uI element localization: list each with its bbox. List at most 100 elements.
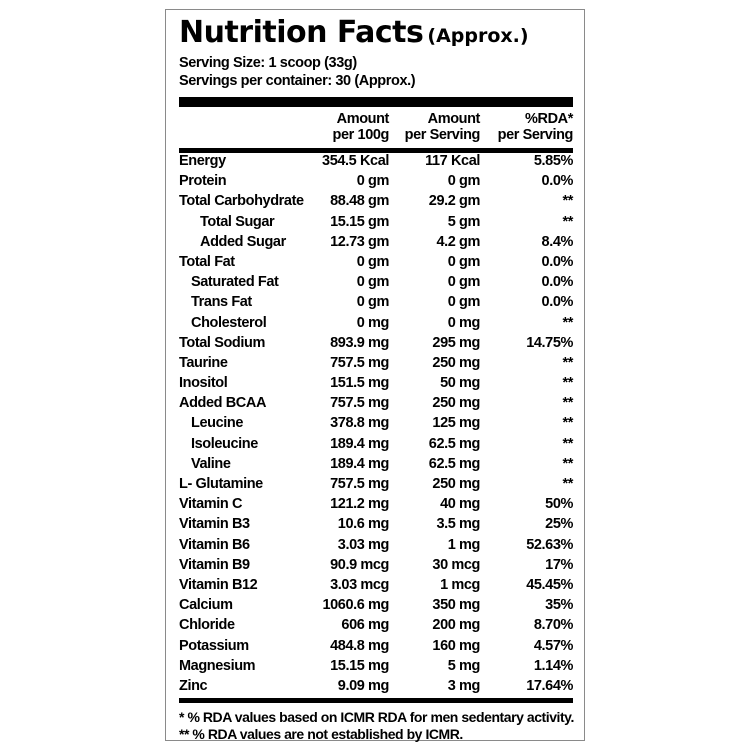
rda-per-serving: 35% <box>545 597 573 614</box>
amount-per-serving: 200 mg <box>432 617 480 634</box>
table-row: Zinc 9.09 mg 3 mg 17.64% <box>179 676 573 696</box>
nutrient-name: Saturated Fat <box>191 274 279 291</box>
nutrient-name: Cholesterol <box>191 314 267 331</box>
amount-per-100g: 10.6 mg <box>337 516 390 533</box>
table-row: Leucine 378.8 mg 125 mg ** <box>179 413 573 433</box>
footnote-2: ** % RDA values are not established by I… <box>179 726 463 742</box>
amount-per-100g: 189.4 mg <box>330 455 389 472</box>
table-row: Total Sodium 893.9 mg 295 mg 14.75% <box>179 333 573 353</box>
table-row: Vitamin B6 3.03 mg 1 mg 52.63% <box>179 535 573 555</box>
nutrient-name: L- Glutamine <box>179 476 263 492</box>
amount-per-serving: 0 gm <box>447 253 481 270</box>
amount-per-serving: 30 mcg <box>432 556 480 573</box>
table-row: Valine 189.4 mg 62.5 mg ** <box>179 454 573 474</box>
rda-per-serving: ** <box>562 193 574 210</box>
amount-per-serving: 125 mg <box>432 415 480 432</box>
nutrient-table: Energy 354.5 Kcal 117 Kcal 5.85% Protein 0 gm… <box>179 151 573 696</box>
nutrient-name: Potassium <box>179 637 249 654</box>
rda-per-serving: ** <box>562 375 574 392</box>
table-row: Total Carbohydrate 88.48 gm 29.2 gm ** <box>179 191 573 211</box>
table-row: Calcium 1060.6 mg 350 mg 35% <box>179 595 573 615</box>
nutrient-name: Vitamin C <box>179 496 243 513</box>
amount-per-100g: 0 gm <box>356 294 390 311</box>
table-row: Added Sugar 12.73 gm 4.2 gm 8.4% <box>179 232 573 252</box>
amount-per-serving: 40 mg <box>440 496 480 513</box>
nutrient-name: Total Fat <box>179 253 235 270</box>
footnote-1: * % RDA values based on ICMR RDA for men… <box>179 709 574 725</box>
divider-medium <box>179 148 573 153</box>
table-row: Vitamin B3 10.6 mg 3.5 mg 25% <box>179 514 573 534</box>
nutrient-name: Isoleucine <box>191 435 258 452</box>
title-sub: (Approx.) <box>427 25 529 47</box>
amount-per-serving: 0 gm <box>447 294 481 311</box>
rda-per-serving: 50% <box>545 496 573 513</box>
amount-per-100g: 893.9 mg <box>330 334 389 351</box>
amount-per-serving: 160 mg <box>432 637 480 654</box>
nutrient-name: Total Sugar <box>200 213 275 230</box>
amount-per-serving: 295 mg <box>432 334 480 351</box>
amount-per-100g: 354.5 Kcal <box>322 153 389 169</box>
amount-per-100g: 0 mg <box>356 314 390 331</box>
nutrient-name: Zinc <box>179 677 208 694</box>
nutrient-name: Vitamin B12 <box>179 576 258 593</box>
amount-per-100g: 757.5 mg <box>330 354 389 371</box>
nutrient-name: Calcium <box>179 597 233 614</box>
table-row: Vitamin C 121.2 mg 40 mg 50% <box>179 494 573 514</box>
rda-per-serving: 17.64% <box>526 677 573 694</box>
header-per-100g-line1: Amount <box>336 111 390 127</box>
amount-per-100g: 3.03 mcg <box>330 576 389 593</box>
rda-per-serving: 5.85% <box>533 153 574 169</box>
rda-per-serving: ** <box>562 415 574 432</box>
amount-per-serving: 0 mg <box>447 314 481 331</box>
amount-per-100g: 3.03 mg <box>337 536 390 553</box>
divider-bottom <box>179 698 573 703</box>
table-row: Inositol 151.5 mg 50 mg ** <box>179 373 573 393</box>
table-row: Isoleucine 189.4 mg 62.5 mg ** <box>179 434 573 454</box>
amount-per-serving: 250 mg <box>432 354 480 371</box>
table-row: Vitamin B9 90.9 mcg 30 mcg 17% <box>179 555 573 575</box>
rda-per-serving: 4.57% <box>533 637 574 654</box>
nutrient-name: Taurine <box>179 354 228 371</box>
rda-per-serving: 8.70% <box>533 617 574 634</box>
amount-per-serving: 62.5 mg <box>428 435 481 452</box>
rda-per-serving: ** <box>562 314 574 331</box>
header-per-serving-line2: per Serving <box>404 127 481 143</box>
header-rda: %RDA* per Serving <box>498 111 574 145</box>
amount-per-serving: 4.2 gm <box>436 233 480 250</box>
amount-per-100g: 90.9 mcg <box>330 556 389 573</box>
nutrient-name: Added Sugar <box>200 233 286 250</box>
amount-per-100g: 1060.6 mg <box>322 597 389 614</box>
amount-per-serving: 350 mg <box>432 597 480 614</box>
amount-per-100g: 378.8 mg <box>330 415 389 432</box>
rda-per-serving: ** <box>562 213 574 230</box>
amount-per-serving: 50 mg <box>440 375 480 392</box>
header-per-100g: Amount per 100g <box>333 111 390 145</box>
nutrient-name: Total Sodium <box>179 334 265 351</box>
servings-per-container: Servings per container: 30 (Approx.) <box>179 73 416 89</box>
amount-per-100g: 15.15 gm <box>330 213 389 230</box>
amount-per-serving: 3.5 mg <box>436 516 480 533</box>
table-row: Magnesium 15.15 mg 5 mg 1.14% <box>179 656 573 676</box>
rda-per-serving: 0.0% <box>541 253 574 270</box>
header-per-serving-line1: Amount <box>427 111 481 127</box>
amount-per-100g: 9.09 mg <box>337 677 390 694</box>
nutrient-name: Vitamin B3 <box>179 516 250 533</box>
amount-per-serving: 5 mg <box>447 657 481 674</box>
rda-per-serving: 45.45% <box>526 576 573 593</box>
table-row: Potassium 484.8 mg 160 mg 4.57% <box>179 636 573 656</box>
nutrient-name: Energy <box>179 153 226 169</box>
amount-per-serving: 0 gm <box>447 274 481 291</box>
amount-per-serving: 250 mg <box>432 476 480 492</box>
rda-per-serving: ** <box>562 395 574 412</box>
amount-per-100g: 606 mg <box>341 617 389 634</box>
rda-per-serving: 0.0% <box>541 294 574 311</box>
amount-per-100g: 0 gm <box>356 173 390 190</box>
page-title: Nutrition Facts (Approx.) <box>179 18 529 48</box>
serving-size: Serving Size: 1 scoop (33g) <box>179 55 357 71</box>
amount-per-100g: 0 gm <box>356 253 390 270</box>
nutrient-name: Protein <box>179 173 227 190</box>
rda-per-serving: ** <box>562 354 574 371</box>
nutrient-name: Trans Fat <box>191 294 252 311</box>
rda-per-serving: 25% <box>545 516 573 533</box>
nutrient-name: Valine <box>191 455 231 472</box>
